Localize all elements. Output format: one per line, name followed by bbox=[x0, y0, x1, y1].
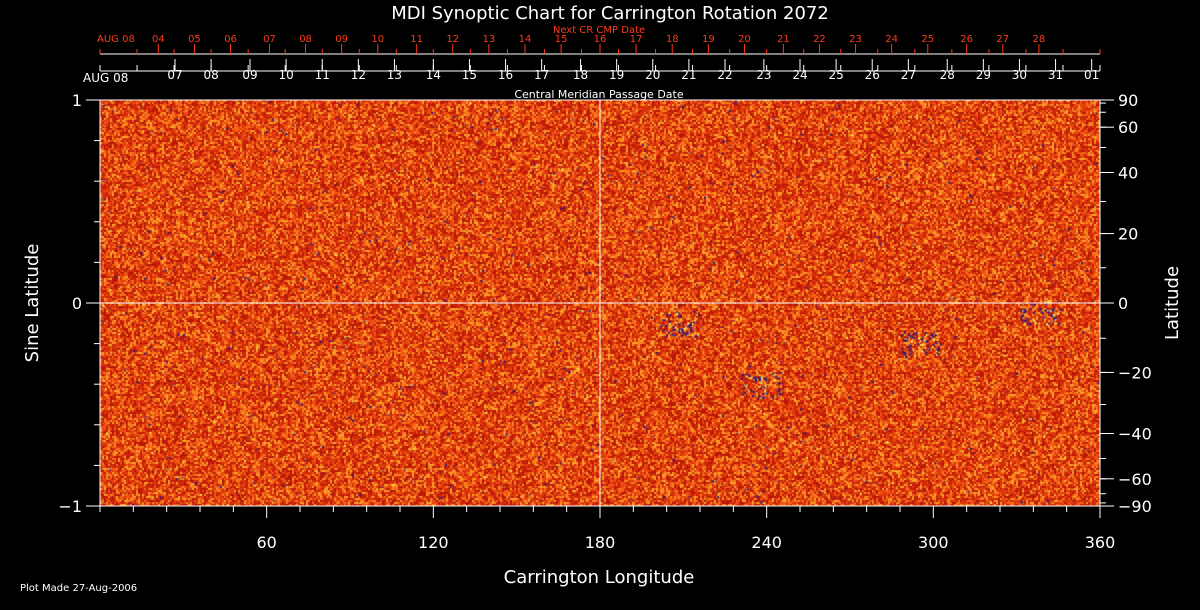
next-cr-date-label: 09 bbox=[335, 34, 348, 45]
cmp-date-label: 18 bbox=[573, 68, 588, 82]
chart-title: MDI Synoptic Chart for Carrington Rotati… bbox=[391, 3, 829, 24]
next-cr-date-label: 13 bbox=[483, 34, 496, 45]
next-cr-date-label: 23 bbox=[849, 34, 862, 45]
cmp-date-label: 19 bbox=[609, 68, 624, 82]
next-cr-date-label: 15 bbox=[555, 34, 568, 45]
cmp-date-label: 14 bbox=[426, 68, 441, 82]
next-cr-date-label: 05 bbox=[188, 34, 201, 45]
next-cr-axis-label: Next CR CMP Date bbox=[553, 25, 645, 36]
cmp-date-label: 21 bbox=[681, 68, 696, 82]
y-right-tick-label: 90 bbox=[1118, 91, 1138, 110]
y-axis-right-label: Latitude bbox=[1162, 266, 1183, 340]
next-cr-date-label: 08 bbox=[299, 34, 312, 45]
cmp-start-date: AUG 08 bbox=[83, 71, 128, 85]
next-cr-date-label: 14 bbox=[519, 34, 532, 45]
cmp-date-label: 12 bbox=[351, 68, 366, 82]
next-cr-date-label: 27 bbox=[996, 34, 1009, 45]
next-cr-date-label: 07 bbox=[263, 34, 276, 45]
next-cr-date-label: 20 bbox=[738, 34, 751, 45]
next-cr-date-label: 24 bbox=[885, 34, 898, 45]
x-tick-label: 360 bbox=[1085, 533, 1116, 552]
y-right-tick-label: −60 bbox=[1118, 470, 1152, 489]
y-right-tick-label: −20 bbox=[1118, 363, 1152, 382]
cmp-date-label: 11 bbox=[315, 68, 330, 82]
next-cr-date-label: 22 bbox=[813, 34, 826, 45]
y-right-tick-label: −40 bbox=[1118, 424, 1152, 443]
next-cr-date-label: 19 bbox=[702, 34, 715, 45]
cmp-date-label: 27 bbox=[901, 68, 916, 82]
cmp-date-label: 23 bbox=[756, 68, 771, 82]
cmp-date-label: 24 bbox=[792, 68, 807, 82]
cmp-date-label: 30 bbox=[1012, 68, 1027, 82]
cmp-axis-label: Central Meridian Passage Date bbox=[514, 88, 683, 101]
cmp-date-label: 20 bbox=[645, 68, 660, 82]
x-axis-label: Carrington Longitude bbox=[504, 567, 695, 588]
y-right-tick-label: 20 bbox=[1118, 225, 1138, 244]
x-tick-label: 60 bbox=[256, 533, 276, 552]
axes: 60 120 180 240 300 36010−1906040200−20−40−60−… bbox=[58, 34, 1151, 552]
next-cr-date-label: 17 bbox=[630, 34, 643, 45]
plot-made-note: Plot Made 27-Aug-2006 bbox=[20, 583, 137, 594]
y-axis-left-label: Sine Latitude bbox=[22, 244, 43, 363]
cmp-date-label: 09 bbox=[242, 68, 257, 82]
x-tick-label: 240 bbox=[751, 533, 782, 552]
y-right-tick-label: −90 bbox=[1118, 497, 1152, 516]
cmp-date-label: 07 bbox=[167, 68, 182, 82]
next-cr-date-label: 28 bbox=[1033, 34, 1046, 45]
cmp-date-label: 01 bbox=[1084, 68, 1099, 82]
cmp-date-label: 29 bbox=[976, 68, 991, 82]
next-cr-date-label: 10 bbox=[371, 34, 384, 45]
y-left-tick-label: 1 bbox=[72, 91, 82, 110]
y-left-tick-label: 0 bbox=[72, 294, 82, 313]
next-cr-date-label: 25 bbox=[921, 34, 934, 45]
x-tick-label: 120 bbox=[418, 533, 449, 552]
cmp-date-label: 28 bbox=[940, 68, 955, 82]
next-cr-date-label: 16 bbox=[594, 34, 607, 45]
next-cr-date-label: 26 bbox=[960, 34, 973, 45]
next-cr-date-label: 11 bbox=[410, 34, 423, 45]
y-right-tick-label: 0 bbox=[1118, 294, 1128, 313]
cmp-date-label: 31 bbox=[1048, 68, 1063, 82]
next-cr-date-label: 18 bbox=[666, 34, 679, 45]
cmp-date-label: 26 bbox=[865, 68, 880, 82]
next-cr-date-label: 21 bbox=[777, 34, 790, 45]
cmp-date-label: 10 bbox=[278, 68, 293, 82]
cmp-date-label: 16 bbox=[498, 68, 513, 82]
cmp-date-label: 25 bbox=[828, 68, 843, 82]
y-left-tick-label: −1 bbox=[58, 497, 82, 516]
next-cr-date-label: 04 bbox=[152, 34, 165, 45]
cmp-date-label: 22 bbox=[717, 68, 732, 82]
next-cr-date-label: 06 bbox=[224, 34, 237, 45]
next-cr-start-date: AUG 08 bbox=[97, 34, 135, 45]
cmp-date-label: 08 bbox=[203, 68, 218, 82]
cmp-date-label: 15 bbox=[462, 68, 477, 82]
cmp-date-label: 17 bbox=[534, 68, 549, 82]
y-right-tick-label: 60 bbox=[1118, 118, 1138, 137]
y-right-tick-label: 40 bbox=[1118, 164, 1138, 183]
x-tick-label: 300 bbox=[918, 533, 949, 552]
cmp-date-label: 13 bbox=[387, 68, 402, 82]
next-cr-date-label: 12 bbox=[446, 34, 459, 45]
x-tick-label: 180 bbox=[585, 533, 616, 552]
